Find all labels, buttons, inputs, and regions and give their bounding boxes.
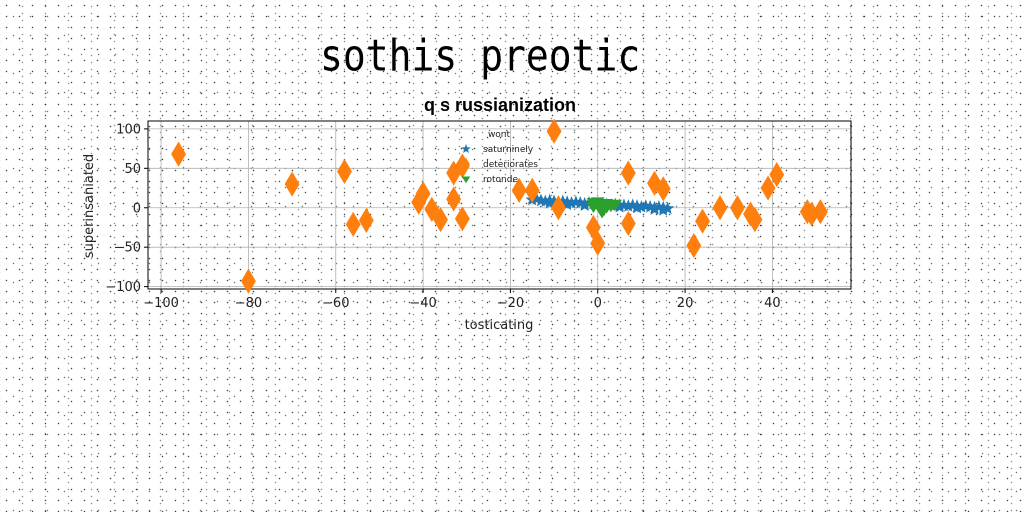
data-point [647,202,662,215]
x-tick-label: 20 [677,296,694,311]
x-axis-label: tosticating [465,318,534,333]
data-point [630,200,644,214]
data-point [769,162,785,188]
series-rotonde [586,197,623,219]
data-point [511,177,527,204]
data-point [524,177,540,204]
x-tick-label: 40 [764,296,781,311]
legend-marker [461,144,471,154]
data-point [730,195,745,221]
data-point [608,199,623,211]
data-point [240,268,256,294]
data-point [543,196,557,209]
data-point [345,211,361,237]
y-tick-label: −50 [114,241,141,256]
data-points [171,118,828,294]
legend-marker [462,157,470,171]
data-point [358,207,374,233]
data-point [812,199,828,225]
data-point [656,203,670,216]
x-tick-label: −80 [235,296,262,311]
data-point [804,201,820,227]
y-tick-label: 0 [133,201,141,216]
legend-entry: rotonde [483,175,518,185]
chart-title: q s russianization [424,95,576,115]
legend-entry: saturninely [483,145,534,155]
x-tick-label: 0 [594,296,602,311]
data-point [647,170,662,196]
data-point [620,160,636,186]
plot-frame [147,120,852,290]
data-point [551,195,566,221]
data-point [747,206,763,233]
x-tick-label: −20 [497,296,524,311]
page-title: sothis preotic [320,30,641,81]
y-tick-label: −100 [105,280,141,295]
data-point [612,199,627,213]
data-point [620,210,636,237]
legend: wont saturninely deteriorates rotonde [461,130,538,185]
data-point [712,195,728,221]
axis-ticks: −100 −80 −60 −40 −20 0 20 40 −100 −50 0 50 100 [105,122,780,311]
data-point [337,158,352,185]
data-point [284,171,300,197]
y-tick-label: 100 [116,122,141,137]
data-point [599,202,614,214]
data-point [529,192,544,205]
legend-marker [461,176,471,184]
x-tick-label: −40 [409,296,436,311]
data-point [760,175,776,201]
data-point [695,208,710,234]
data-point [655,176,671,202]
series-deteriorates [171,118,828,294]
data-point [577,198,592,212]
y-tick-label: 50 [124,162,141,177]
data-point [560,197,574,211]
data-point [171,141,187,167]
legend-title: wont [488,130,511,140]
y-axis-label: superinsaniated [82,154,97,258]
data-point [686,233,702,259]
data-point [546,118,562,144]
data-point [586,202,601,213]
data-point [590,230,606,256]
data-point [446,186,462,212]
data-point [433,206,448,233]
x-tick-label: −60 [322,296,349,311]
data-point [454,206,470,232]
data-point [415,180,431,207]
x-tick-label: −100 [143,296,179,311]
legend-entry: deteriorates [483,160,538,170]
data-point [621,199,635,212]
